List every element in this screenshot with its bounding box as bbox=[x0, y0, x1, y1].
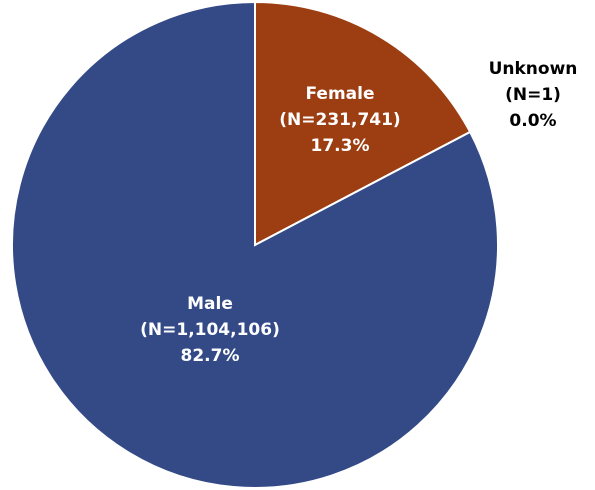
slice-count-label: (N=1,104,106) bbox=[140, 320, 280, 340]
pie-slice bbox=[254, 0, 472, 247]
slice-label: Female bbox=[306, 84, 375, 104]
slice-label: Male bbox=[187, 294, 233, 314]
slice-count-label: (N=1) bbox=[505, 85, 561, 105]
slice-value-label: 0.0% bbox=[509, 111, 556, 131]
slice-label: Unknown bbox=[489, 59, 578, 79]
slice-count-label: (N=231,741) bbox=[279, 110, 400, 130]
slice-value-label: 82.7% bbox=[181, 346, 240, 366]
pie-slice bbox=[11, 0, 499, 489]
slice-value-label: 17.3% bbox=[311, 136, 370, 156]
